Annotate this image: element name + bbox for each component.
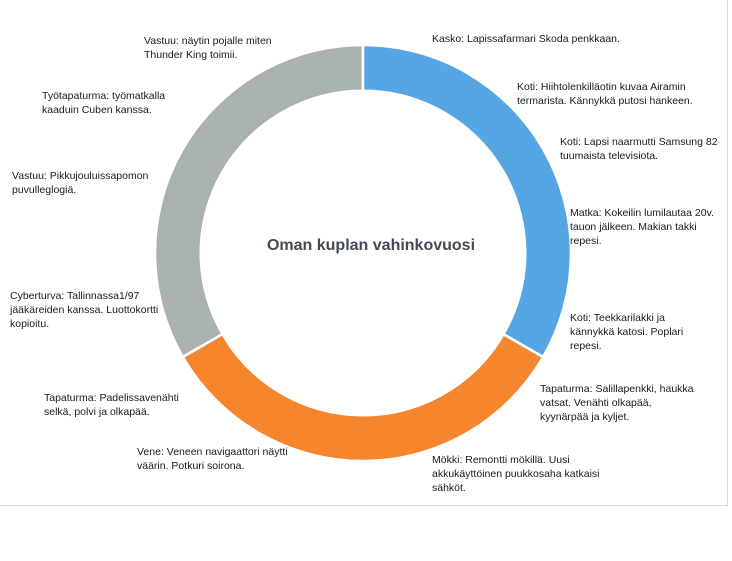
annotation-label: Koti: Hiihtolenkilläotin kuvaa Airamin t… [517, 81, 693, 107]
annotation-label: Tapaturma: Padelissavenähti selkä, polvi… [44, 392, 179, 418]
annotation-label: Kasko: Lapissafarmari Skoda penkkaan. [432, 33, 620, 45]
annotation-label: Vastuu: Pikkujouluissapomon puvulleglogi… [12, 170, 149, 196]
annotation-label: Matka: Kokeilin lumilautaa 20v. tauon jä… [570, 207, 714, 247]
annotation-label: Cyberturva: Tallinnassa1/97 jääkäreiden … [10, 290, 159, 330]
annotation-label: Vene: Veneen navigaattori näytti väärin.… [137, 446, 288, 472]
annotation-label: Vastuu: näytin pojalle miten Thunder Kin… [144, 35, 272, 61]
annotation-label: Tapaturma: Salillapenkki, haukka vatsat.… [540, 383, 694, 423]
donut-slice-koti [361, 43, 573, 359]
chart-area [0, 0, 728, 506]
annotation-label: Koti: Lapsi naarmutti Samsung 82 tuumais… [560, 136, 718, 162]
annotation-label: Koti: Teekkarilakki ja kännykkä katosi. … [570, 312, 684, 352]
chart-title: Oman kuplan vahinkovuosi [267, 237, 475, 254]
annotation-label: Mökki: Remontti mökillä. Uusi akkukäyttö… [432, 454, 600, 494]
annotation-label: Työtapaturma: työmatkalla kaaduin Cuben … [42, 90, 166, 116]
donut-slice-tapaturma [181, 332, 545, 463]
